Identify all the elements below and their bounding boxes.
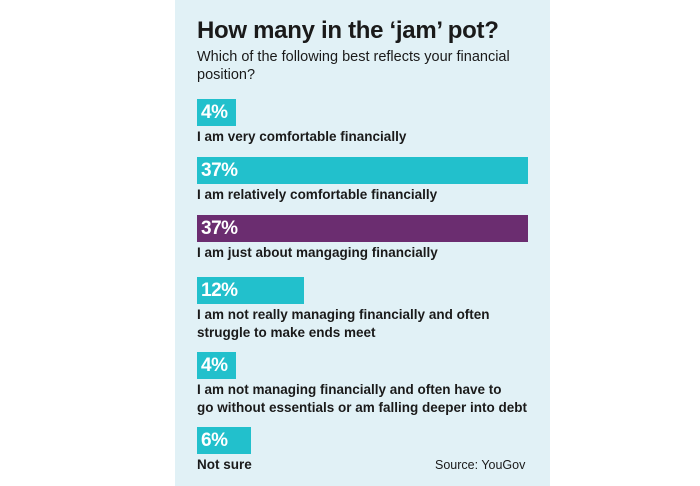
bar-value-label: 12% — [201, 280, 238, 301]
bar-value-label: 4% — [201, 102, 228, 123]
bar-row: 12% I am not really managing financially … — [197, 277, 537, 342]
category-label: I am not managing financially and often … — [197, 382, 528, 415]
chart-background — [175, 0, 550, 486]
bar: 6% — [197, 427, 251, 454]
bar-row: 4% I am very comfortable financially — [197, 99, 537, 146]
chart-subtitle: Which of the following best reflects you… — [197, 49, 510, 83]
bar: 4% — [197, 99, 236, 126]
category-label: I am just about mangaging financially — [197, 245, 438, 260]
bar-row: 37% I am just about mangaging financially — [197, 215, 537, 262]
category-label: Not sure — [197, 457, 252, 472]
bar: 4% — [197, 352, 236, 379]
bar-row: 6% Not sure — [197, 427, 537, 474]
bar: 37% — [197, 157, 528, 184]
category-label: I am not really managing financially and… — [197, 307, 490, 340]
bar-row: 37% I am relatively comfortable financial… — [197, 157, 537, 204]
bar-value-label: 37% — [201, 218, 238, 239]
bar-value-label: 6% — [201, 430, 228, 451]
bar-value-label: 4% — [201, 355, 228, 376]
category-label: I am relatively comfortable financially — [197, 187, 438, 202]
bar: 37% — [197, 215, 528, 242]
bar: 12% — [197, 277, 304, 304]
chart-title: How many in the ‘jam’ pot? — [197, 17, 499, 44]
source-note: Source: YouGov — [435, 458, 526, 472]
bar-value-label: 37% — [201, 160, 238, 181]
category-label: I am very comfortable financially — [197, 129, 407, 144]
bar-row: 4% I am not managing financially and ofte… — [197, 352, 537, 417]
